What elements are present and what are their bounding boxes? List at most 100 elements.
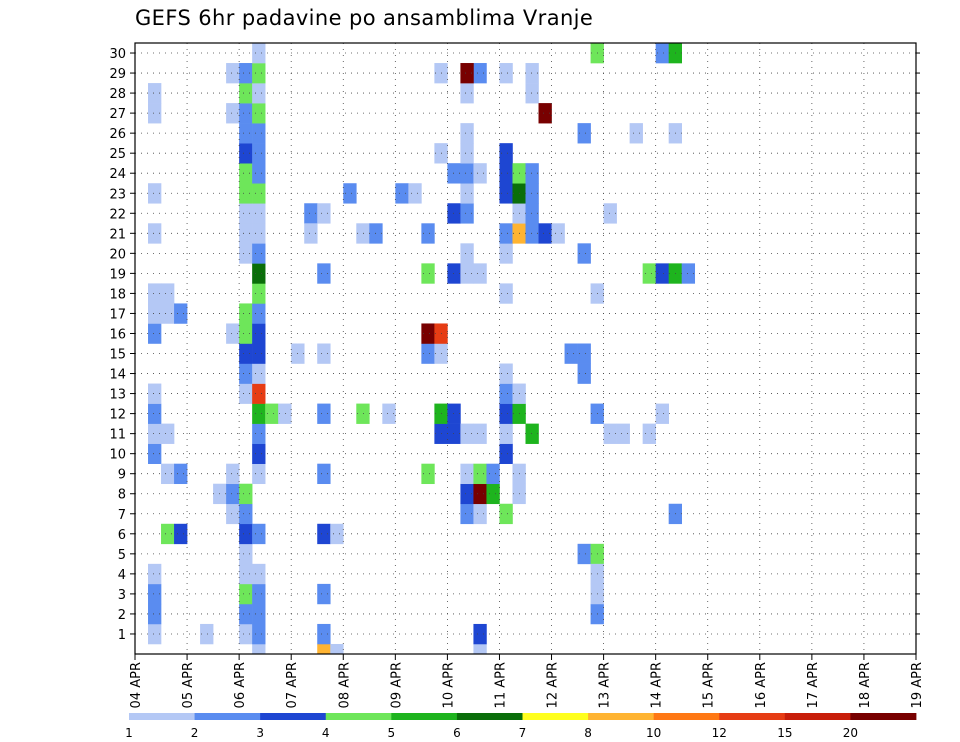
colorbar-swatch — [129, 713, 195, 720]
heatmap-cell — [239, 503, 253, 525]
heatmap-cell — [304, 203, 318, 224]
y-tick-label: 27 — [109, 107, 126, 122]
heatmap-cell — [460, 503, 474, 525]
heatmap-cell — [148, 403, 162, 424]
heatmap-cell — [421, 223, 435, 244]
heatmap-cell — [473, 503, 487, 525]
x-tick-label: 14 APR — [650, 662, 665, 708]
heatmap-cell — [330, 523, 344, 545]
heatmap-cell — [239, 63, 253, 84]
heatmap-cell — [421, 463, 435, 485]
heatmap-cell — [330, 643, 344, 655]
heatmap-cell — [161, 463, 175, 485]
heatmap-cell — [603, 203, 617, 224]
heatmap-cell — [161, 523, 175, 545]
heatmap-cell — [239, 303, 253, 324]
heatmap-cell — [239, 483, 253, 505]
y-tick-label: 3 — [118, 588, 126, 603]
y-tick-label: 11 — [109, 428, 126, 443]
plot-frame — [134, 42, 917, 655]
heatmap-cell — [499, 143, 513, 164]
heatmap-cell — [161, 283, 175, 304]
heatmap-cell — [447, 423, 461, 444]
heatmap-cell — [499, 183, 513, 204]
heatmap-cell — [499, 223, 513, 244]
heatmap-cell — [252, 63, 266, 84]
heatmap-cell — [460, 143, 474, 164]
heatmap-cell — [447, 263, 461, 284]
colorbar-swatch — [850, 713, 917, 720]
y-tick-label: 7 — [118, 508, 126, 523]
heatmap-cell — [239, 523, 253, 545]
heatmap-cell — [499, 283, 513, 304]
heatmap-cell — [317, 583, 331, 605]
y-tick-label: 12 — [109, 408, 126, 423]
colorbar-label: 3 — [256, 726, 264, 740]
y-tick-label: 9 — [118, 468, 126, 483]
colorbar-swatch — [719, 713, 786, 720]
heatmap-cell — [226, 463, 240, 485]
heatmap-cell — [239, 103, 253, 124]
heatmap-cell — [603, 423, 617, 444]
heatmap-cell — [564, 343, 578, 364]
heatmap-cell — [148, 223, 162, 244]
heatmap-cell — [148, 423, 162, 444]
colorbar-label: 2 — [191, 726, 199, 740]
heatmap-cell — [252, 623, 266, 645]
y-tick-label: 26 — [109, 127, 126, 142]
heatmap-cell — [317, 643, 331, 655]
y-tick-label: 8 — [118, 488, 126, 503]
x-tick-label: 05 APR — [181, 662, 196, 708]
y-tick-label: 17 — [109, 307, 126, 322]
heatmap-cell — [525, 63, 539, 84]
heatmap-cell — [148, 323, 162, 344]
x-tick-label: 17 APR — [806, 662, 821, 708]
x-axis-ticks: 04 APR 05 APR 06 APR 07 APR 08 APR 09 APR 10 A… — [129, 654, 925, 708]
heatmap-cell — [252, 603, 266, 625]
heatmap-cell — [447, 163, 461, 184]
heatmap-cell — [239, 323, 253, 344]
heatmap-cell — [239, 243, 253, 264]
heatmap-cell — [239, 343, 253, 364]
heatmap-cell — [174, 523, 188, 545]
heatmap-cell — [161, 303, 175, 324]
heatmap-cell — [473, 163, 487, 184]
heatmap-cell — [655, 43, 669, 64]
heatmap-cell — [252, 83, 266, 104]
y-tick-label: 16 — [109, 327, 126, 342]
heatmap-cell — [499, 503, 513, 525]
colorbar-label: 1 — [125, 726, 133, 740]
x-tick-label: 16 APR — [754, 662, 769, 708]
heatmap-cell — [577, 243, 591, 264]
y-tick-label: 30 — [109, 47, 126, 62]
heatmap-cell — [577, 543, 591, 565]
y-tick-label: 1 — [118, 628, 126, 643]
heatmap-cell — [174, 303, 188, 324]
heatmap-cell — [499, 163, 513, 184]
heatmap-cell — [252, 43, 266, 64]
heatmap-cell — [239, 363, 253, 384]
x-tick-label: 09 APR — [389, 662, 404, 708]
heatmap-cell — [460, 483, 474, 505]
colorbar-label: 20 — [843, 726, 858, 740]
heatmap-cell — [239, 163, 253, 184]
y-tick-label: 14 — [109, 368, 126, 383]
heatmap-cell — [252, 143, 266, 164]
heatmap-cell — [499, 443, 513, 464]
heatmap-cell — [642, 263, 656, 284]
heatmap-cell — [577, 123, 591, 144]
colorbar-swatch — [194, 713, 261, 720]
colorbar-label: 7 — [519, 726, 527, 740]
heatmap-cell — [252, 423, 266, 444]
y-tick-label: 2 — [118, 608, 126, 623]
colorbar-label: 10 — [646, 726, 661, 740]
colorbar-label: 6 — [453, 726, 461, 740]
heatmap-cell — [317, 403, 331, 424]
heatmap-cell — [538, 223, 552, 244]
heatmap-cell — [525, 183, 539, 204]
heatmap-cell — [317, 463, 331, 485]
heatmap-cell — [252, 263, 266, 284]
x-tick-label: 19 APR — [910, 662, 925, 708]
heatmap-cell — [148, 303, 162, 324]
y-tick-label: 13 — [109, 388, 126, 403]
